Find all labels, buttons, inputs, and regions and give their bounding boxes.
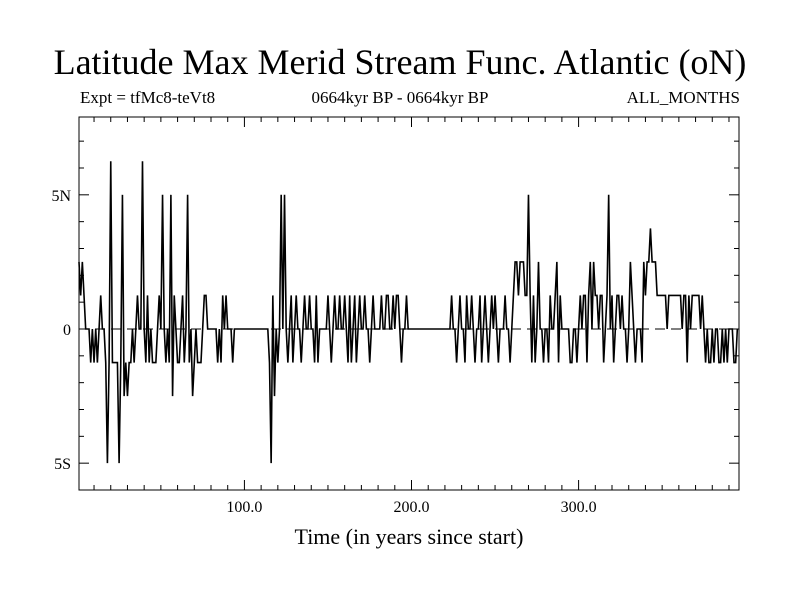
chart-title: Latitude Max Merid Stream Func. Atlantic… bbox=[53, 42, 747, 82]
tick-layer bbox=[79, 117, 739, 491]
x-tick-label: 100.0 bbox=[226, 499, 262, 516]
y-tick-label: 5S bbox=[54, 456, 71, 473]
period-label: 0664kyr BP - 0664kyr BP bbox=[311, 88, 489, 107]
experiment-label: Expt = tfMc8-teVt8 bbox=[80, 88, 216, 107]
tick-label-layer: 100.0 200.0 300.0 5N 0 5S bbox=[51, 188, 596, 516]
x-tick-label: 200.0 bbox=[394, 499, 430, 516]
x-tick-label: 300.0 bbox=[561, 499, 597, 516]
y-tick-label: 5N bbox=[51, 188, 71, 205]
months-label: ALL_MONTHS bbox=[626, 88, 740, 107]
x-axis-title: Time (in years since start) bbox=[295, 524, 524, 549]
y-tick-label: 0 bbox=[63, 322, 71, 339]
plot-frame bbox=[78, 116, 740, 491]
series-layer bbox=[78, 161, 739, 464]
series-line bbox=[78, 161, 739, 464]
